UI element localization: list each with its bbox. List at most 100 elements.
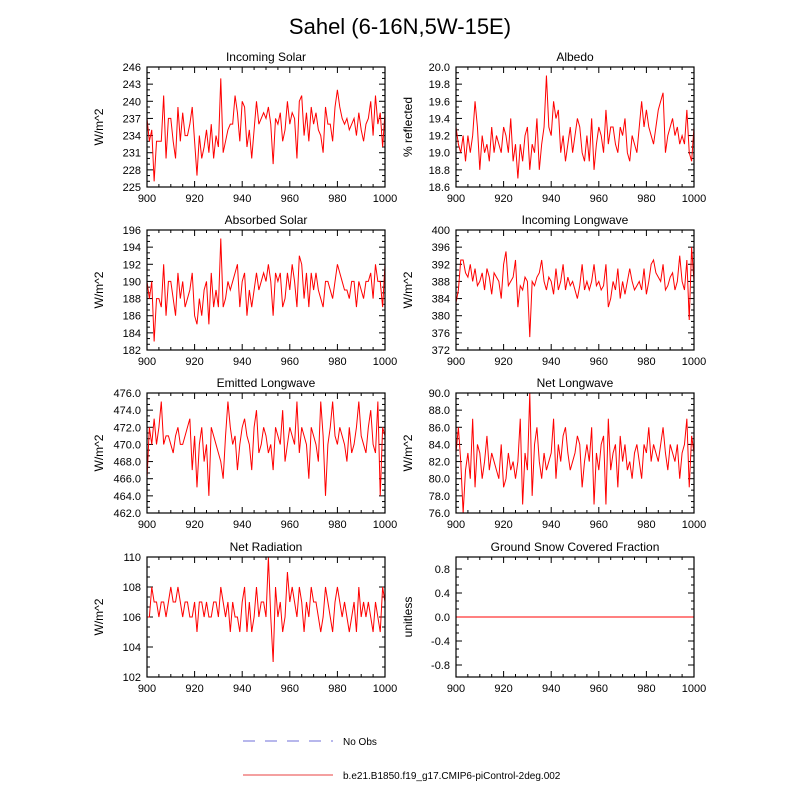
x-tick-label: 980 bbox=[637, 193, 655, 205]
x-tick-label: 940 bbox=[233, 683, 251, 695]
chart-title: Net Longwave bbox=[537, 376, 614, 390]
x-tick-label: 940 bbox=[233, 356, 251, 368]
y-tick-label: 474.0 bbox=[113, 405, 141, 417]
x-tick-label: 920 bbox=[494, 519, 512, 531]
y-tick-label: 20.0 bbox=[429, 62, 450, 74]
x-tick-label: 940 bbox=[233, 193, 251, 205]
chart-net-radiation: Net Radiation W/m^2 900 920 940 960 980 1000 102… bbox=[92, 540, 397, 695]
y-axis-label: W/m^2 bbox=[92, 108, 106, 145]
x-tick-label: 1000 bbox=[682, 683, 706, 695]
x-tick-label: 900 bbox=[447, 519, 465, 531]
y-tick-label: 466.0 bbox=[113, 474, 141, 486]
y-tick-label: 400 bbox=[432, 225, 450, 237]
x-tick-label: 960 bbox=[590, 519, 608, 531]
plot-frame bbox=[455, 392, 695, 514]
plot-frame bbox=[455, 229, 695, 351]
y-tick-label: 194 bbox=[123, 242, 141, 254]
x-tick-label: 900 bbox=[447, 193, 465, 205]
legend-label-model: b.e21.B1850.f19_g17.CMIP6-piControl-2deg… bbox=[343, 771, 561, 782]
chart-ground-snow-covered-fraction: Ground Snow Covered Fraction unitless 900 9… bbox=[401, 540, 706, 695]
y-tick-label: 464.0 bbox=[113, 491, 141, 503]
series-line bbox=[146, 401, 386, 496]
y-tick-label: -0.8 bbox=[431, 660, 450, 672]
x-tick-label: 980 bbox=[328, 356, 346, 368]
y-axis-label: W/m^2 bbox=[92, 271, 106, 308]
plot-frame bbox=[455, 66, 695, 188]
y-tick-label: 0.8 bbox=[435, 564, 450, 576]
y-tick-label: 384 bbox=[432, 294, 450, 306]
x-tick-label: 960 bbox=[590, 683, 608, 695]
x-tick-label: 900 bbox=[138, 519, 156, 531]
y-tick-label: 468.0 bbox=[113, 457, 141, 469]
page-title: Sahel (6-16N,5W-15E) bbox=[289, 14, 511, 39]
y-tick-label: 186 bbox=[123, 311, 141, 323]
x-tick-label: 920 bbox=[185, 193, 203, 205]
x-tick-label: 940 bbox=[542, 356, 560, 368]
y-tick-label: 372 bbox=[432, 345, 450, 357]
y-tick-label: 396 bbox=[432, 242, 450, 254]
x-tick-label: 1000 bbox=[373, 519, 397, 531]
y-tick-label: 80.0 bbox=[429, 474, 450, 486]
y-tick-label: 182 bbox=[123, 345, 141, 357]
y-axis-label: W/m^2 bbox=[401, 271, 415, 308]
x-tick-label: 960 bbox=[590, 356, 608, 368]
x-tick-label: 960 bbox=[281, 519, 299, 531]
x-tick-label: 900 bbox=[447, 356, 465, 368]
y-tick-label: 196 bbox=[123, 225, 141, 237]
y-tick-label: 106 bbox=[123, 612, 141, 624]
y-tick-label: 18.8 bbox=[429, 165, 450, 177]
x-tick-label: 900 bbox=[447, 683, 465, 695]
x-tick-label: 1000 bbox=[373, 356, 397, 368]
y-axis-label: W/m^2 bbox=[92, 434, 106, 471]
chart-absorbed-solar: Absorbed Solar W/m^2 900 920 940 960 980 1000 18… bbox=[92, 213, 397, 368]
y-tick-label: 0.4 bbox=[435, 588, 450, 600]
x-tick-label: 1000 bbox=[682, 193, 706, 205]
chart-title: Incoming Solar bbox=[226, 50, 306, 64]
y-tick-label: 184 bbox=[123, 328, 141, 340]
y-tick-label: 86.0 bbox=[429, 422, 450, 434]
x-tick-label: 980 bbox=[328, 193, 346, 205]
y-tick-label: 388 bbox=[432, 276, 450, 288]
x-tick-label: 1000 bbox=[373, 193, 397, 205]
x-tick-label: 940 bbox=[233, 519, 251, 531]
series-line bbox=[455, 392, 695, 514]
y-axis-label: W/m^2 bbox=[401, 434, 415, 471]
x-tick-label: 920 bbox=[185, 683, 203, 695]
x-tick-label: 1000 bbox=[373, 683, 397, 695]
y-tick-label: 225 bbox=[123, 182, 141, 194]
y-tick-label: 108 bbox=[123, 582, 141, 594]
x-tick-label: 920 bbox=[185, 519, 203, 531]
x-tick-label: 940 bbox=[542, 519, 560, 531]
y-tick-label: 90.0 bbox=[429, 388, 450, 400]
x-tick-label: 960 bbox=[281, 356, 299, 368]
x-tick-label: 960 bbox=[281, 683, 299, 695]
y-tick-label: -0.4 bbox=[431, 636, 450, 648]
y-tick-label: 462.0 bbox=[113, 508, 141, 520]
series-line bbox=[147, 556, 386, 663]
chart-title: Emitted Longwave bbox=[217, 376, 316, 390]
chart-title: Incoming Longwave bbox=[522, 213, 629, 227]
y-tick-label: 376 bbox=[432, 328, 450, 340]
y-tick-label: 84.0 bbox=[429, 439, 450, 451]
series-line bbox=[146, 78, 386, 182]
series-line bbox=[455, 247, 695, 338]
y-tick-label: 104 bbox=[123, 642, 141, 654]
y-axis-label: % reflected bbox=[401, 97, 415, 157]
y-tick-label: 0.0 bbox=[435, 612, 450, 624]
y-tick-label: 19.6 bbox=[429, 96, 450, 108]
x-tick-label: 980 bbox=[328, 519, 346, 531]
x-tick-label: 900 bbox=[138, 356, 156, 368]
chart-incoming-solar: Incoming Solar W/m^2 900 920 940 960 980 1000 22… bbox=[92, 50, 397, 205]
y-tick-label: 190 bbox=[123, 276, 141, 288]
y-tick-label: 472.0 bbox=[113, 422, 141, 434]
y-tick-label: 240 bbox=[123, 96, 141, 108]
x-tick-label: 1000 bbox=[682, 356, 706, 368]
y-tick-label: 246 bbox=[123, 62, 141, 74]
x-tick-label: 960 bbox=[590, 193, 608, 205]
series-line bbox=[455, 75, 695, 179]
chart-title: Absorbed Solar bbox=[225, 213, 308, 227]
x-tick-label: 980 bbox=[328, 683, 346, 695]
y-tick-label: 110 bbox=[123, 552, 141, 564]
y-tick-label: 237 bbox=[123, 113, 141, 125]
y-axis-label: W/m^2 bbox=[92, 598, 106, 635]
